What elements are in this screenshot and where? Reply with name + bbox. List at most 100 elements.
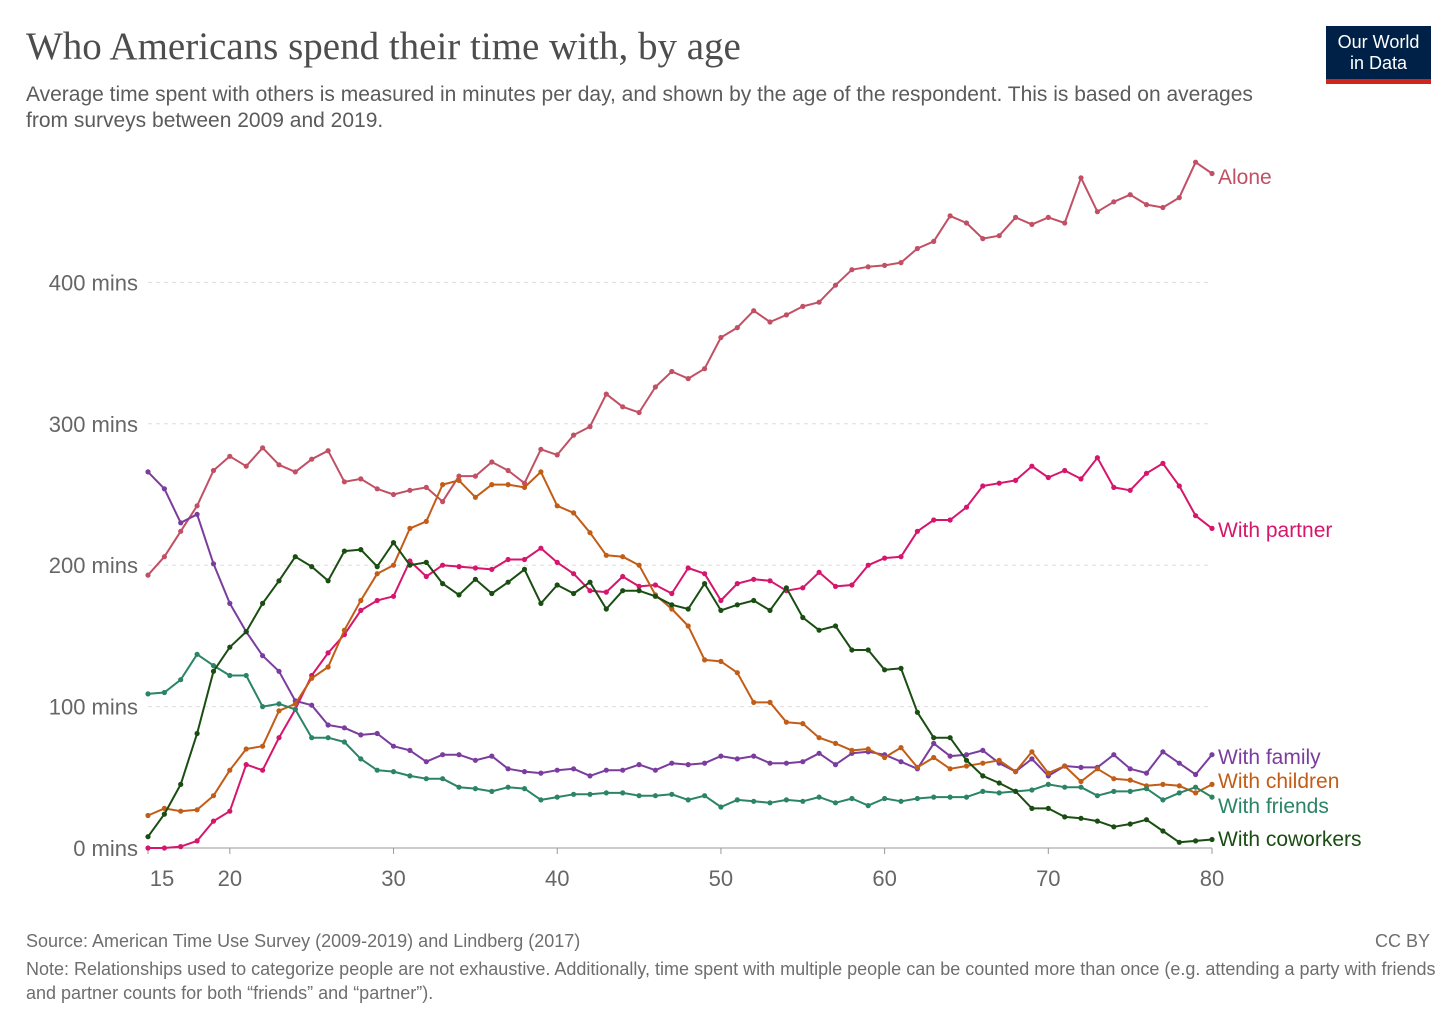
- data-point[interactable]: [227, 672, 233, 679]
- data-point[interactable]: [1013, 769, 1019, 775]
- data-point[interactable]: [669, 606, 675, 612]
- data-point[interactable]: [1143, 470, 1150, 476]
- data-point[interactable]: [1193, 784, 1199, 790]
- data-point[interactable]: [571, 510, 577, 516]
- data-point[interactable]: [260, 704, 266, 710]
- data-point[interactable]: [243, 746, 249, 752]
- data-point[interactable]: [882, 262, 888, 268]
- data-point[interactable]: [456, 477, 462, 483]
- data-point[interactable]: [751, 597, 757, 604]
- data-point[interactable]: [718, 597, 724, 604]
- data-point[interactable]: [358, 756, 364, 762]
- data-point[interactable]: [521, 769, 528, 775]
- data-point[interactable]: [407, 525, 413, 532]
- data-point[interactable]: [292, 469, 298, 475]
- data-point[interactable]: [734, 756, 740, 762]
- data-point[interactable]: [1029, 221, 1035, 227]
- data-point[interactable]: [1078, 815, 1084, 821]
- data-point[interactable]: [374, 597, 380, 604]
- data-point[interactable]: [276, 735, 282, 741]
- data-point[interactable]: [587, 579, 593, 585]
- data-point[interactable]: [1111, 824, 1117, 830]
- data-point[interactable]: [1094, 818, 1100, 824]
- data-point[interactable]: [620, 573, 626, 580]
- data-point[interactable]: [341, 548, 347, 554]
- data-point[interactable]: [603, 552, 609, 558]
- data-point[interactable]: [702, 581, 708, 587]
- data-point[interactable]: [554, 767, 560, 773]
- data-point[interactable]: [1209, 525, 1215, 532]
- data-point[interactable]: [1111, 752, 1117, 758]
- data-point[interactable]: [1111, 484, 1117, 490]
- data-point[interactable]: [1143, 770, 1150, 776]
- data-point[interactable]: [1193, 159, 1199, 165]
- data-point[interactable]: [963, 504, 970, 510]
- data-point[interactable]: [227, 808, 233, 814]
- data-point[interactable]: [521, 566, 528, 573]
- data-point[interactable]: [603, 606, 609, 612]
- data-point[interactable]: [832, 740, 839, 747]
- data-point[interactable]: [1176, 195, 1182, 201]
- data-point[interactable]: [587, 773, 593, 779]
- data-point[interactable]: [718, 804, 724, 810]
- data-point[interactable]: [914, 245, 921, 252]
- data-point[interactable]: [734, 602, 740, 608]
- data-point[interactable]: [882, 754, 888, 761]
- data-point[interactable]: [440, 776, 446, 782]
- data-point[interactable]: [374, 767, 380, 773]
- data-point[interactable]: [931, 754, 937, 761]
- data-point[interactable]: [652, 582, 659, 588]
- data-point[interactable]: [1029, 463, 1035, 469]
- data-point[interactable]: [309, 675, 315, 681]
- data-point[interactable]: [407, 487, 413, 493]
- data-point[interactable]: [587, 530, 593, 536]
- data-point[interactable]: [341, 739, 347, 745]
- data-point[interactable]: [276, 578, 282, 584]
- data-point[interactable]: [538, 545, 544, 551]
- data-point[interactable]: [210, 793, 217, 799]
- data-point[interactable]: [243, 463, 249, 469]
- series-with-partner[interactable]: [145, 455, 1215, 851]
- data-point[interactable]: [374, 571, 380, 577]
- data-point[interactable]: [161, 689, 167, 696]
- data-point[interactable]: [816, 627, 822, 633]
- data-point[interactable]: [767, 319, 773, 325]
- data-point[interactable]: [914, 709, 921, 715]
- series-alone[interactable]: [145, 159, 1215, 578]
- data-point[interactable]: [1160, 781, 1166, 788]
- data-point[interactable]: [620, 588, 626, 594]
- data-point[interactable]: [980, 788, 986, 795]
- data-point[interactable]: [538, 469, 544, 475]
- data-point[interactable]: [1176, 839, 1182, 845]
- data-point[interactable]: [734, 325, 740, 331]
- data-point[interactable]: [767, 800, 773, 806]
- data-point[interactable]: [472, 494, 478, 500]
- data-point[interactable]: [947, 213, 953, 219]
- data-point[interactable]: [718, 658, 724, 665]
- data-point[interactable]: [178, 520, 184, 526]
- data-point[interactable]: [260, 767, 266, 773]
- data-point[interactable]: [636, 409, 642, 416]
- data-point[interactable]: [832, 623, 839, 629]
- data-point[interactable]: [800, 798, 806, 804]
- data-point[interactable]: [1209, 170, 1215, 177]
- data-point[interactable]: [325, 664, 331, 670]
- data-point[interactable]: [603, 767, 609, 773]
- data-point[interactable]: [292, 701, 298, 707]
- data-point[interactable]: [1045, 214, 1051, 220]
- data-point[interactable]: [620, 767, 626, 773]
- data-point[interactable]: [914, 795, 921, 802]
- data-point[interactable]: [1062, 220, 1068, 226]
- data-point[interactable]: [227, 644, 233, 650]
- data-point[interactable]: [571, 432, 577, 438]
- data-point[interactable]: [538, 797, 544, 803]
- data-point[interactable]: [980, 747, 986, 754]
- data-point[interactable]: [341, 479, 347, 485]
- data-point[interactable]: [260, 653, 266, 659]
- data-point[interactable]: [1127, 788, 1133, 795]
- series-with-family[interactable]: [145, 469, 1215, 779]
- data-point[interactable]: [1160, 460, 1166, 466]
- data-point[interactable]: [374, 730, 380, 737]
- data-point[interactable]: [489, 459, 495, 465]
- data-point[interactable]: [341, 627, 347, 633]
